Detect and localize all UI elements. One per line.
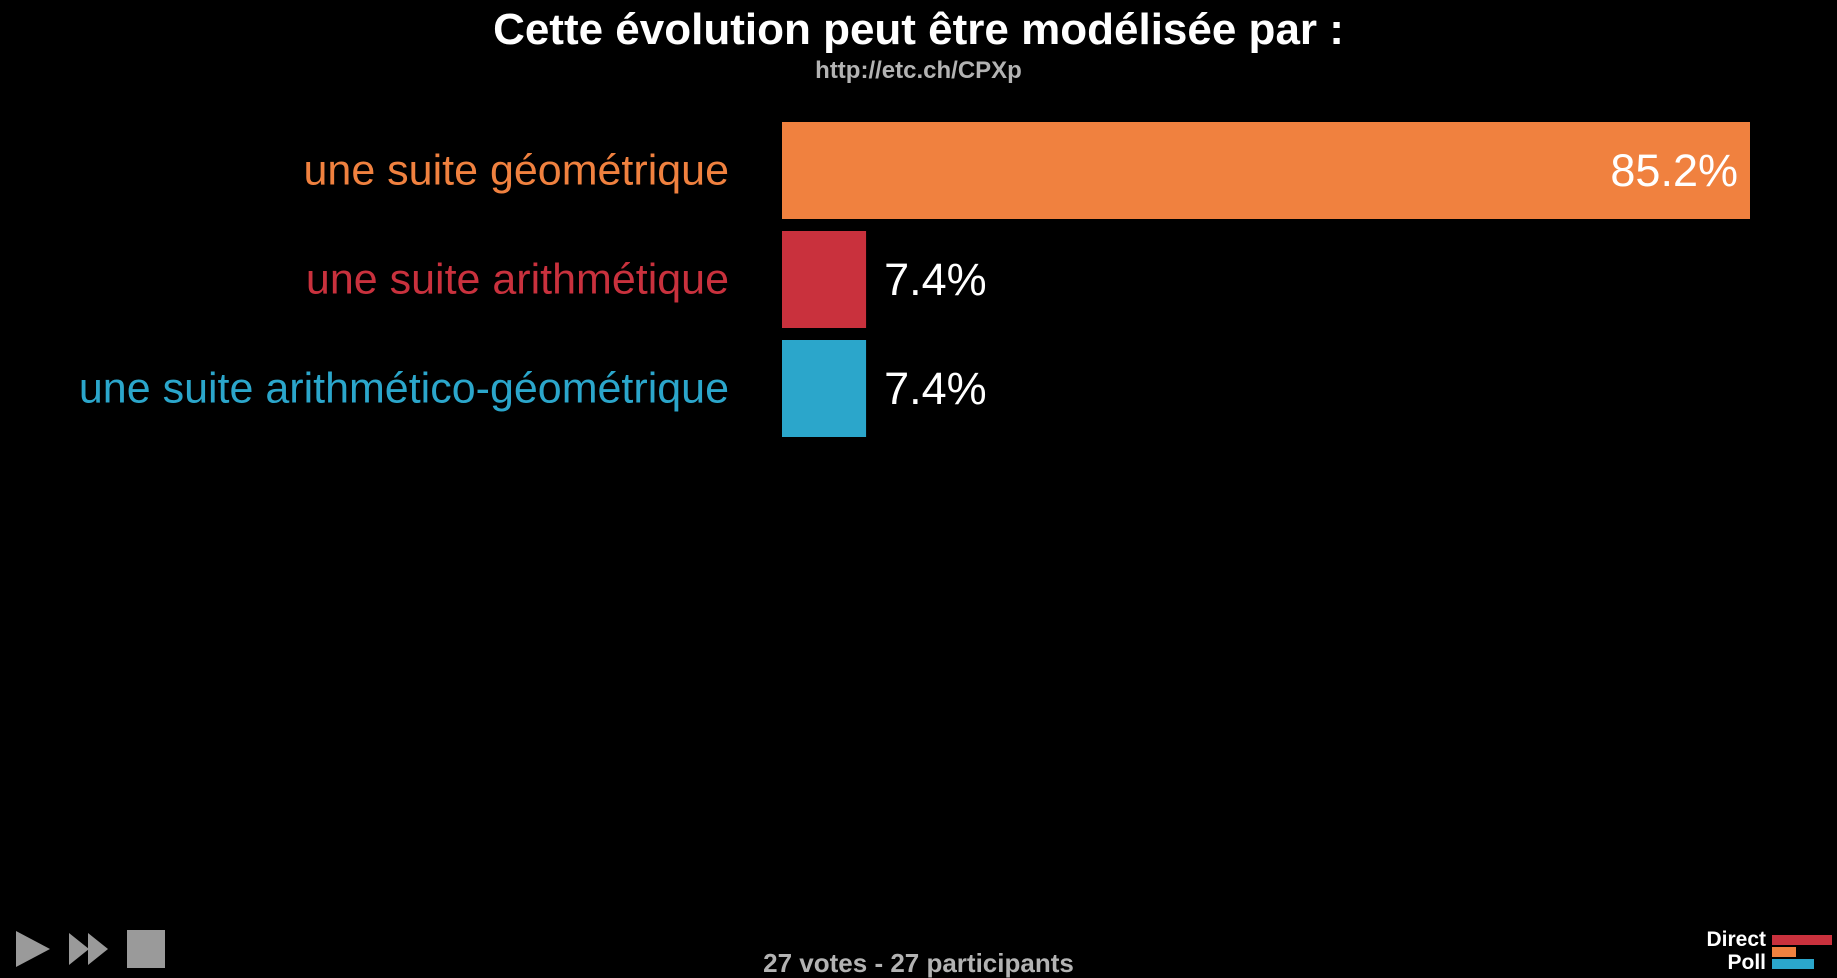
category-label: une suite géométrique — [303, 147, 729, 195]
playback-controls — [14, 929, 166, 974]
chart-title: Cette évolution peut être modélisée par … — [493, 5, 1344, 54]
logo-bar-red — [1772, 935, 1832, 945]
bar-chart: une suite géométrique 85.2% une suite arit… — [79, 122, 1750, 437]
value-label: 7.4% — [884, 363, 987, 414]
play-icon[interactable] — [14, 929, 52, 974]
logo-bar-orange — [1772, 947, 1796, 957]
bar — [782, 122, 1750, 219]
directpoll-logo[interactable]: Direct Poll — [1694, 926, 1834, 974]
poll-url[interactable]: http://etc.ch/CPXp — [815, 57, 1022, 84]
category-label: une suite arithmétique — [306, 256, 729, 304]
vote-count: 27 votes - 27 participants — [763, 948, 1074, 978]
bar — [782, 340, 867, 437]
value-label: 85.2% — [1610, 145, 1738, 196]
bar — [782, 231, 867, 328]
logo-text-line2: Poll — [1727, 951, 1766, 974]
logo-bar-blue — [1772, 959, 1814, 969]
value-label: 7.4% — [884, 254, 987, 305]
fast-forward-icon[interactable] — [68, 929, 110, 974]
stop-icon[interactable] — [126, 929, 166, 974]
logo-text-line1: Direct — [1706, 928, 1766, 951]
category-label: une suite arithmético-géométrique — [79, 365, 729, 413]
